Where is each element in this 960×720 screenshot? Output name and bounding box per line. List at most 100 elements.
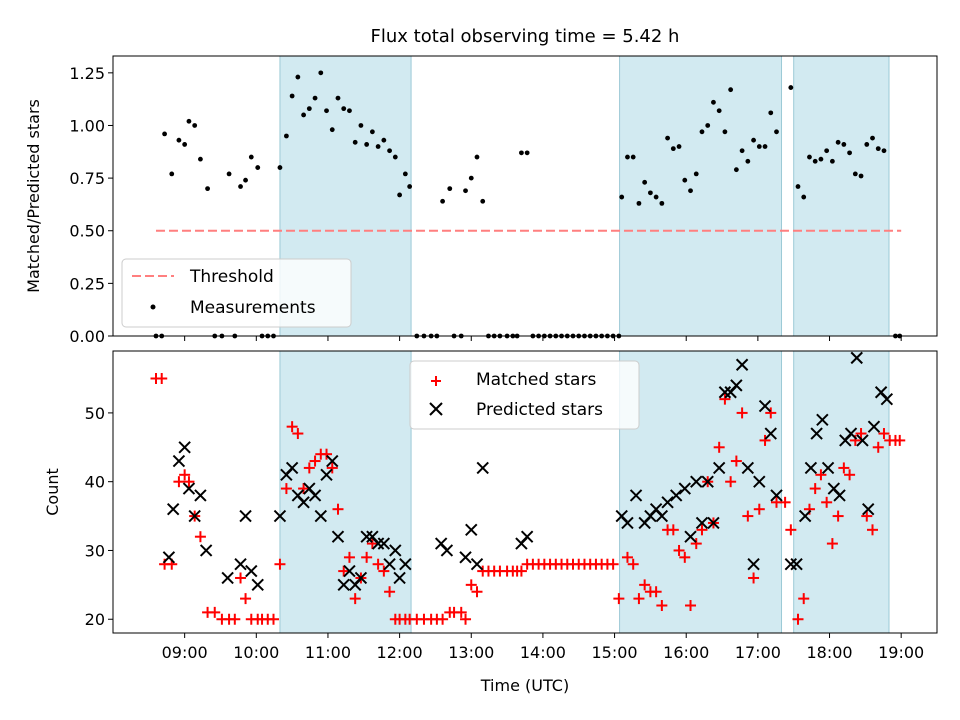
predicted-star-point (393, 571, 406, 585)
measurement-point (722, 129, 728, 135)
predicted-star-point (695, 516, 709, 530)
matched-star-point (384, 586, 396, 598)
top-x-ticks (184, 336, 902, 341)
predicted-star-stroke-b (741, 461, 755, 475)
bottom-y-axis-label: Count (43, 468, 62, 516)
predicted-star-stroke-b (661, 496, 674, 509)
top-y-tick-label: 0.75 (69, 169, 105, 188)
measurement-point (324, 108, 329, 114)
predicted-star-point (629, 489, 643, 502)
measurement-point (653, 194, 659, 200)
predicted-star-stroke-b (465, 523, 478, 537)
measurement-point (801, 194, 807, 200)
measurement-point (762, 144, 768, 149)
measurement-point (364, 142, 370, 147)
predicted-star-point (389, 544, 402, 557)
matched-star-point (667, 524, 679, 536)
predicted-star-point (326, 454, 339, 468)
predicted-star-stroke-b (343, 564, 356, 578)
measurement-point (756, 144, 762, 149)
measurement-point (665, 135, 670, 141)
matched-star-point (656, 599, 668, 611)
measurement-point (192, 123, 198, 128)
predicted-star-point (856, 434, 869, 447)
predicted-star-stroke-b (166, 502, 180, 516)
measurement-point (176, 137, 182, 143)
matched-stars-legend-label: Matched stars (476, 370, 596, 390)
predicted-star-stroke-b (239, 509, 252, 523)
predicted-star-point (360, 530, 373, 543)
bottom-shaded-intervals (279, 350, 890, 634)
predicted-star-point (764, 427, 777, 440)
predicted-star-stroke-b (856, 434, 869, 447)
bottom-legend: Matched stars Predicted stars (409, 360, 640, 430)
measurement-point (186, 118, 192, 124)
predicted-star-point (314, 509, 327, 523)
predicted-star-stroke-b (459, 551, 472, 564)
predicted-star-point (166, 502, 180, 516)
top-y-tick-label: 0.50 (69, 222, 105, 241)
measurement-point (768, 110, 774, 116)
measurement-point (381, 137, 387, 143)
predicted-star-stroke-b (393, 571, 406, 585)
measurement-point (277, 165, 283, 170)
matched-star-point (855, 428, 867, 440)
measurement-point (699, 129, 705, 135)
measurement-point (301, 112, 306, 118)
x-tick-label: 10:00 (233, 643, 279, 662)
predicted-star-stroke-b (816, 413, 829, 426)
predicted-star-point (718, 386, 732, 399)
top-legend-box (121, 258, 352, 328)
predicted-star-point (816, 413, 829, 426)
matched-star-point (156, 373, 168, 385)
predicted-star-point (701, 475, 714, 488)
predicted-star-point (810, 427, 823, 440)
measurement-point (397, 192, 403, 198)
matched-star-point (332, 503, 344, 515)
measurement-point (630, 154, 636, 160)
predicted-star-stroke-b (188, 509, 201, 523)
predicted-star-point (465, 523, 478, 537)
measurement-point (788, 85, 794, 90)
measurement-point (182, 142, 188, 147)
top-y-tick-label: 0.00 (69, 327, 105, 346)
matched-star-point (229, 613, 241, 625)
predicted-star-stroke-b (440, 544, 454, 557)
measurement-point (243, 177, 248, 183)
predicted-star-point (377, 537, 391, 550)
measurement-point (169, 171, 175, 177)
matched-star-point (779, 496, 791, 508)
predicted-star-stroke-b (730, 379, 743, 392)
measurement-point (402, 171, 408, 177)
top-panel: Flux total observing time = 5.42 h 0.000… (24, 26, 938, 346)
matched-star-point (372, 558, 384, 570)
predicted-star-stroke-b (199, 544, 213, 557)
predicted-star-stroke-b (331, 530, 345, 543)
matched-star-point (809, 483, 821, 495)
predicted-star-stroke-b (615, 509, 628, 523)
matched-star-point (861, 510, 873, 522)
predicted-star-point (821, 461, 835, 475)
measurement-point (295, 74, 301, 80)
predicted-star-stroke-b (182, 482, 196, 495)
predicted-star-point (182, 482, 196, 495)
measurement-point (198, 156, 203, 162)
predicted-star-stroke-b (314, 509, 327, 523)
measurement-point (440, 198, 445, 204)
predicted-star-stroke-b (880, 392, 894, 406)
matched-star-point (321, 448, 333, 460)
predicted-star-stroke-b (326, 454, 339, 468)
predicted-star-stroke-b (291, 489, 305, 502)
predicted-star-stroke-b (790, 558, 803, 571)
matched-star-point (298, 483, 310, 495)
predicted-star-stroke-b (320, 468, 333, 482)
matched-star-point (753, 503, 765, 515)
predicted-star-stroke-b (649, 502, 663, 516)
x-tick-label: 15:00 (592, 643, 638, 662)
measurement-point (739, 148, 745, 154)
predicted-star-stroke-b (827, 482, 841, 495)
measurement-point (711, 99, 716, 105)
predicted-star-point (520, 530, 534, 543)
predicted-star-stroke-b (389, 544, 402, 557)
